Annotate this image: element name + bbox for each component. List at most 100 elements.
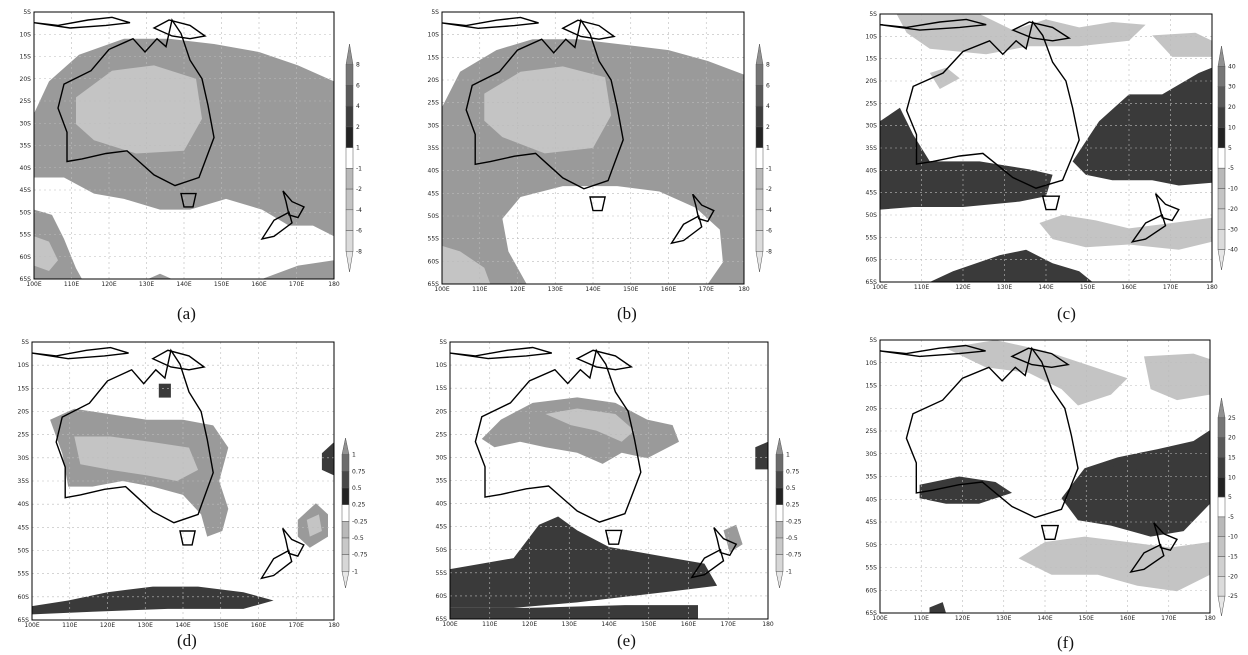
lat-tick-label: 15S — [20, 54, 32, 61]
colorbar-segment — [1218, 148, 1225, 168]
lon-tick-label: 160E — [251, 622, 266, 629]
colorbar-tick-label: -6 — [766, 228, 772, 235]
colorbar-tick-label: -0.5 — [352, 535, 364, 542]
lat-tick-label: 50S — [20, 209, 32, 216]
lat-tick-label: 10S — [20, 31, 32, 38]
lat-tick-label: 60S — [20, 254, 32, 261]
colorbar-tick-label: -1 — [352, 568, 358, 575]
lat-tick-label: 55S — [866, 234, 878, 241]
colorbar-segment — [342, 505, 349, 522]
lon-tick-label: 100E — [872, 284, 887, 291]
lon-tick-label: 140E — [585, 286, 600, 293]
lat-tick-label: 25S — [436, 431, 448, 438]
colorbar: 252015105-5-10-15-20-25 — [1218, 398, 1238, 616]
lon-tick-label: 140E — [1037, 615, 1052, 622]
colorbar-tick-label: 2 — [766, 124, 770, 131]
colorbar: 1 0.75 0.5 0.25 -0.25 -0.5 -0.75 -1 — [776, 438, 802, 588]
lat-tick-label: 60S — [866, 257, 878, 264]
panel-d: 5S 10S 15S 20S 25S 30S 35S 40S 45S 50S 55S 60S 65S 10… — [0, 330, 400, 655]
lat-tick-label: 60S — [436, 593, 448, 600]
lat-tick-label: 35S — [18, 478, 30, 485]
colorbar-tick-label: 0.25 — [786, 502, 800, 509]
lon-tick-label: 100E — [442, 621, 457, 628]
colorbar-segment — [346, 168, 353, 189]
lat-tick-label: 30S — [20, 120, 32, 127]
colorbar-segment — [776, 488, 783, 505]
colorbar-tick-label: 1 — [766, 145, 770, 152]
colorbar-segment — [776, 555, 783, 572]
lon-tick-label: 130E — [997, 284, 1012, 291]
lat-tick-label: 45S — [436, 524, 448, 531]
colorbar-tick-label: 5 — [1228, 494, 1232, 501]
colorbar-segment — [776, 505, 783, 522]
colorbar-tick-label: -5 — [1228, 514, 1234, 521]
lon-tick-label: 120E — [510, 286, 525, 293]
colorbar-tick-label: -1 — [786, 568, 792, 575]
lon-tick-label: 150E — [1079, 615, 1094, 622]
colorbar-segment — [342, 521, 349, 538]
colorbar: 1 0.75 0.5 0.25 -0.25 -0.5 -0.75 -1 — [342, 438, 368, 588]
map-f: 5S10S15S20S25S30S35S40S45S50S55S60S65S10… — [850, 330, 1248, 630]
colorbar-tick-label: -5 — [1228, 165, 1234, 172]
lon-tick-label: 150E — [214, 281, 229, 288]
caption-e: (e) — [617, 631, 636, 651]
map-a: 5S10S15S20S25S30S35S40S45S50S55S60S65S10… — [0, 0, 400, 300]
panel-f: 5S 10S 15S 20S 25S 30S 35S 40S 45S 50S 55S 60S 65S 10… — [850, 330, 1248, 655]
colorbar-segment — [342, 455, 349, 472]
colorbar-tick-label: -40 — [1228, 247, 1238, 254]
colorbar-segment — [346, 210, 353, 231]
panel-e: 5S 10S 15S 20S 25S 30S 35S 40S 45S 50S 55S 60S 65S 10… — [420, 330, 820, 655]
colorbar-segment — [776, 455, 783, 472]
colorbar-segment — [1218, 457, 1225, 477]
lon-tick-label: 130E — [562, 621, 577, 628]
map-e: 5S10S15S20S25S30S35S40S45S50S55S60S65S10… — [420, 330, 820, 630]
colorbar-segment — [756, 168, 763, 189]
lat-tick-label: 15S — [866, 56, 878, 63]
colorbar-segment — [342, 555, 349, 572]
colorbar-segment — [756, 231, 763, 252]
colorbar-tick-label: -2 — [766, 186, 772, 193]
lon-tick-label: 170E — [289, 622, 304, 629]
colorbar-tick-label: -4 — [766, 207, 772, 214]
colorbar-segment — [1218, 189, 1225, 209]
colorbar-segment — [1218, 517, 1225, 537]
lon-tick-label: 170E — [1163, 284, 1178, 291]
colorbar-tick-label: -25 — [1228, 593, 1238, 600]
colorbar-arrow-bottom — [1218, 596, 1225, 616]
lon-tick-label: 160E — [251, 281, 266, 288]
colorbar-arrow-top — [346, 44, 353, 65]
lat-tick-label: 40S — [428, 168, 440, 175]
panel-b: 5S 10S 15S 20S 25S 30S 35S 40S 45S 50S 55S 60S 65S 10… — [410, 0, 810, 330]
lon-tick-label: 180 — [762, 621, 774, 628]
colorbar-tick-label: 1 — [356, 145, 360, 152]
lat-tick-label: 40S — [866, 167, 878, 174]
colorbar-segment — [1218, 127, 1225, 147]
lon-tick-label: 100E — [26, 281, 41, 288]
colorbar-arrow-bottom — [756, 251, 763, 272]
lat-tick-label: 40S — [18, 501, 30, 508]
caption-f: (f) — [1057, 633, 1074, 653]
lat-tick-label: 20S — [18, 409, 30, 416]
colorbar-tick-label: 10 — [1228, 124, 1236, 131]
colorbar-segment — [346, 106, 353, 127]
lat-tick-label: 15S — [428, 54, 440, 61]
lat-tick-label: 5S — [21, 339, 29, 346]
lat-tick-label: 45S — [866, 190, 878, 197]
lat-tick-label: 30S — [18, 455, 30, 462]
lat-tick-label: 30S — [428, 122, 440, 129]
colorbar-tick-label: -10 — [1228, 534, 1238, 541]
lon-tick-label: 100E — [434, 286, 449, 293]
lat-tick-label: 60S — [866, 587, 878, 594]
colorbar-tick-label: 1 — [786, 452, 790, 459]
lon-tick-label: 110E — [914, 615, 929, 622]
lon-tick-label: 110E — [62, 622, 77, 629]
lon-tick-label: 170E — [721, 621, 736, 628]
colorbar-arrow-bottom — [776, 571, 783, 588]
colorbar-tick-label: -15 — [1228, 554, 1238, 561]
colorbar-segment — [346, 65, 353, 86]
lat-tick-label: 20S — [436, 408, 448, 415]
lat-tick-label: 60S — [18, 594, 30, 601]
colorbar-segment — [756, 189, 763, 210]
colorbar-arrow-top — [1218, 398, 1225, 418]
colorbar-arrow-top — [756, 44, 763, 65]
